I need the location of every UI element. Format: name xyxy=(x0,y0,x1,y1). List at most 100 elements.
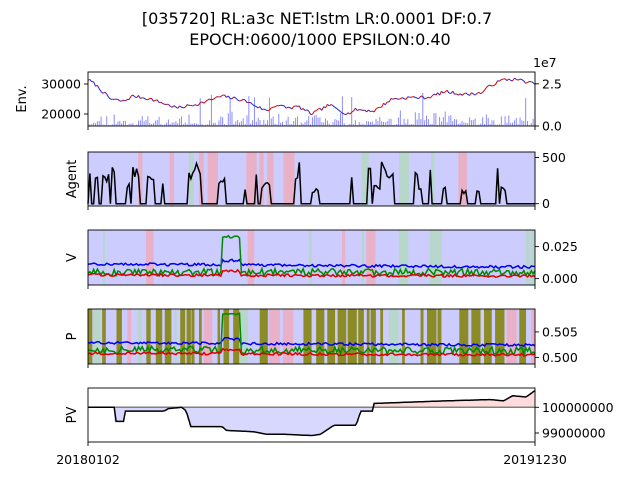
p-panel: 0.500 0.505 P xyxy=(65,308,578,368)
pv-fill-184 xyxy=(430,401,433,408)
chart-title-line1: [035720] RL:a3c NET:lstm LR:0.0001 DF:0.… xyxy=(142,9,492,28)
price-segment-94 xyxy=(261,108,264,111)
p-band-31 xyxy=(388,309,399,364)
p-band-2 xyxy=(102,309,106,364)
pv-fill-218 xyxy=(493,400,497,408)
pv-fill-57 xyxy=(192,407,196,427)
p-band-12 xyxy=(191,309,195,364)
price-segment-179 xyxy=(420,95,423,98)
price-segment-68 xyxy=(213,97,216,100)
price-segment-138 xyxy=(344,113,347,116)
price-segment-232 xyxy=(519,78,523,81)
price-segment-205 xyxy=(469,92,472,96)
price-segment-221 xyxy=(499,79,502,82)
pv-fill-99 xyxy=(271,407,274,435)
price-segment-224 xyxy=(504,78,508,81)
price-segment-162 xyxy=(388,98,392,103)
p-band-4 xyxy=(127,309,132,364)
pv-fill-58 xyxy=(194,407,197,427)
pv-fill-91 xyxy=(256,407,259,433)
pv-fill-122 xyxy=(314,407,317,435)
v-band-0 xyxy=(102,230,106,285)
v-series-line-0 xyxy=(87,258,535,270)
price-segment-21 xyxy=(125,98,128,102)
price-segment-35 xyxy=(151,98,154,102)
p-band-23 xyxy=(316,309,325,364)
price-segment-234 xyxy=(523,80,527,84)
pv-fill-121 xyxy=(312,407,315,436)
pv-fill-175 xyxy=(413,401,416,408)
price-segment-106 xyxy=(283,105,287,109)
pv-fill-32 xyxy=(145,407,149,412)
pv-fill-213 xyxy=(484,399,487,408)
price-segment-217 xyxy=(491,85,494,87)
pv-fill-210 xyxy=(478,399,482,408)
price-segment-133 xyxy=(334,106,338,109)
pv-fill-145 xyxy=(357,407,360,416)
price-segment-149 xyxy=(364,109,368,113)
price-segment-139 xyxy=(345,112,349,115)
pv-fill-235 xyxy=(525,395,528,408)
x-tick-end: 20191230 xyxy=(503,452,567,467)
pv-fill-144 xyxy=(355,407,358,422)
pv-fill-214 xyxy=(486,399,489,408)
agent-band-11 xyxy=(431,152,435,206)
v-series-line-1 xyxy=(87,234,536,278)
price-segment-153 xyxy=(372,110,375,113)
price-segment-132 xyxy=(332,105,336,108)
price-segment-84 xyxy=(243,98,246,101)
pv-fill-83 xyxy=(241,407,244,432)
pv-fill-112 xyxy=(295,407,298,435)
price-segment-200 xyxy=(459,93,463,96)
price-segment-233 xyxy=(521,79,525,82)
pv-fill-94 xyxy=(261,407,265,434)
v-y-tick-label-0: 0.000 xyxy=(542,271,578,286)
pv-fill-76 xyxy=(228,407,231,431)
pv-fill-192 xyxy=(445,400,448,408)
price-segment-171 xyxy=(405,96,409,100)
v-axes-frame xyxy=(87,229,536,286)
p-band-7 xyxy=(155,309,163,364)
price-segment-53 xyxy=(184,104,188,108)
pv-fill-22 xyxy=(127,407,130,412)
price-segment-131 xyxy=(330,104,334,107)
price-segment-64 xyxy=(205,99,208,102)
price-segment-24 xyxy=(130,94,134,97)
price-segment-137 xyxy=(342,112,345,115)
price-segment-124 xyxy=(317,107,321,110)
v-series-line-2 xyxy=(87,268,536,279)
p-band-18 xyxy=(240,309,249,364)
p-band-40 xyxy=(506,309,517,364)
pv-fill-108 xyxy=(288,407,291,435)
p-band-35 xyxy=(437,309,442,364)
p-band-30 xyxy=(380,309,384,364)
price-segment-112 xyxy=(295,105,298,107)
price-segment-143 xyxy=(353,107,356,112)
pv-fill-179 xyxy=(420,401,424,408)
p-band-28 xyxy=(366,309,370,364)
pv-fill-205 xyxy=(469,400,472,408)
p-band-42 xyxy=(531,309,535,364)
pv-fill-232 xyxy=(520,396,523,408)
price-segment-225 xyxy=(506,78,510,81)
pv-fill-20 xyxy=(123,407,126,412)
pv-fill-147 xyxy=(361,407,364,412)
pv-fill-225 xyxy=(506,397,510,408)
pv-fill-168 xyxy=(400,402,403,408)
v-band-7 xyxy=(398,230,409,285)
pv-fill-197 xyxy=(454,400,457,408)
price-segment-50 xyxy=(179,105,182,108)
price-segment-190 xyxy=(441,90,444,94)
v-band-8 xyxy=(429,230,438,285)
pv-fill-165 xyxy=(394,402,397,408)
pv-fill-239 xyxy=(533,390,536,408)
p-band-32 xyxy=(402,309,405,364)
pv-fill-163 xyxy=(390,402,394,408)
p-band-3 xyxy=(116,309,122,364)
agent-action-line xyxy=(87,160,535,205)
price-segment-97 xyxy=(267,109,270,112)
pv-fill-187 xyxy=(435,401,439,408)
price-segment-128 xyxy=(325,104,328,109)
v-band-10 xyxy=(525,230,530,285)
p-band-39 xyxy=(495,309,505,364)
